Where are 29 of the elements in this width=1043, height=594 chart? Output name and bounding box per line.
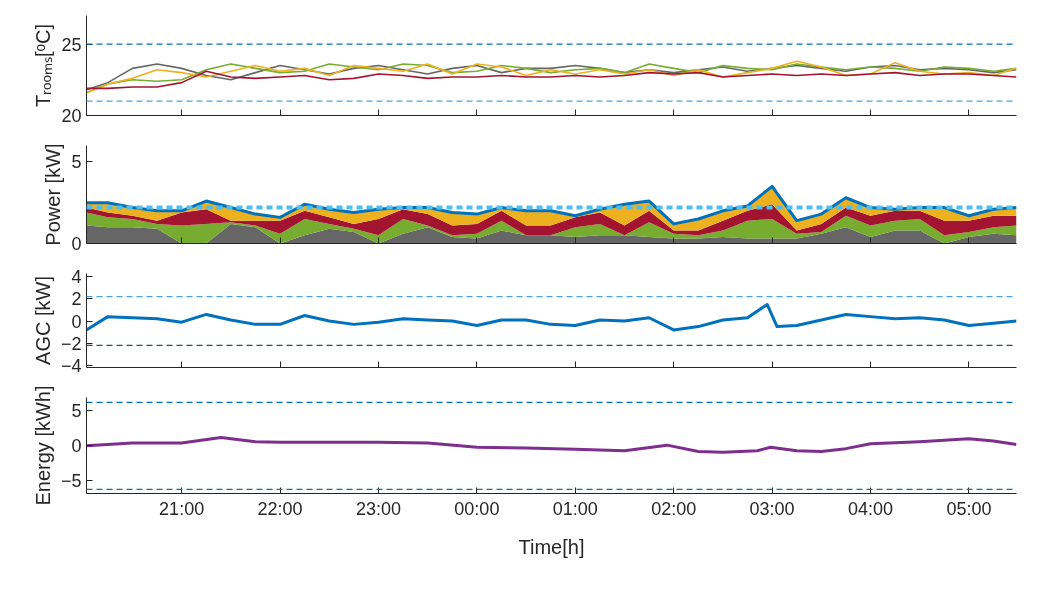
x-tick-label: 21:00 <box>159 498 205 519</box>
y-tick-label: −4 <box>60 355 82 376</box>
x-tick-label: 22:00 <box>257 498 303 519</box>
y-axis-title: Energy [kWh] <box>31 385 54 506</box>
y-tick-label: 0 <box>71 234 82 254</box>
y-axis-title: AGC [kW] <box>31 276 54 365</box>
x-tick-label: 01:00 <box>552 498 598 519</box>
x-tick-label: 05:00 <box>946 498 992 519</box>
y-tick-label: −2 <box>60 333 82 354</box>
x-tick-label: 04:00 <box>848 498 894 519</box>
line-series <box>86 302 1017 332</box>
y-tick-label: 0 <box>71 436 82 457</box>
y-tick-label: 2 <box>71 289 82 310</box>
y-axis-title: Tᵣₒₒₘₛ[ᵒC] <box>32 23 55 108</box>
y-tick-label: 25 <box>61 34 82 55</box>
x-tick-label: 03:00 <box>749 498 795 519</box>
y-axis-title: Power [kW] <box>42 143 65 246</box>
line-series <box>86 70 1017 90</box>
y-tick-label: −5 <box>60 471 82 492</box>
x-axis-title: Time[h] <box>518 535 585 558</box>
y-tick-label: 5 <box>71 152 82 173</box>
y-tick-label: 4 <box>71 267 82 288</box>
y-tick-label: 0 <box>71 311 82 332</box>
x-tick-label: 00:00 <box>454 498 500 519</box>
x-tick-label: 23:00 <box>355 498 401 519</box>
y-tick-label: 5 <box>71 401 82 422</box>
y-tick-label: 20 <box>61 106 82 126</box>
line-series <box>86 435 1017 454</box>
x-tick-label: 02:00 <box>651 498 697 519</box>
